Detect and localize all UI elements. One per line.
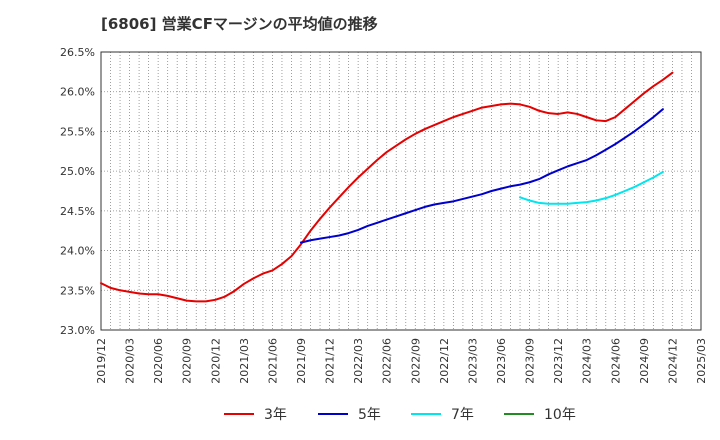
x-tick-label: 2023/06 — [495, 338, 508, 384]
y-tick-label: 26.0% — [60, 86, 95, 99]
x-tick-label: 2021/12 — [324, 338, 337, 384]
legend-label: 10年 — [544, 407, 576, 423]
plot-border — [100, 51, 702, 331]
x-tick-label: 2021/03 — [238, 338, 251, 384]
y-tick-label: 26.5% — [60, 46, 95, 59]
series-line-7年 — [519, 170, 664, 205]
x-tick-label: 2020/09 — [181, 338, 194, 384]
x-tick-label: 2021/06 — [266, 338, 279, 384]
legend-label: 7年 — [451, 407, 474, 423]
x-tick-label: 2020/03 — [124, 338, 137, 384]
x-tick-label: 2024/03 — [581, 338, 594, 384]
x-tick-label: 2025/03 — [695, 338, 708, 384]
y-tick-label: 23.0% — [60, 324, 95, 337]
x-tick-label: 2022/06 — [381, 338, 394, 384]
legend-label: 3年 — [264, 407, 287, 423]
series-line-3年 — [100, 71, 674, 303]
x-tick-label: 2023/12 — [552, 338, 565, 384]
plot-area — [101, 52, 701, 330]
x-tick-label: 2022/12 — [438, 338, 451, 384]
x-tick-label: 2024/09 — [638, 338, 651, 384]
legend-label: 5年 — [358, 407, 381, 423]
y-tick-label: 25.5% — [60, 125, 95, 138]
x-tick-label: 2019/12 — [95, 338, 108, 384]
x-tick-label: 2024/12 — [666, 338, 679, 384]
series-line-5年 — [300, 108, 664, 244]
chart-title: [6806] 営業CFマージンの平均値の推移 — [101, 15, 378, 33]
x-tick-label: 2022/03 — [352, 338, 365, 384]
x-tick-label: 2021/09 — [295, 338, 308, 384]
x-tick-label: 2022/09 — [409, 338, 422, 384]
y-tick-label: 24.5% — [60, 205, 95, 218]
x-tick-label: 2020/06 — [152, 338, 165, 384]
y-tick-label: 23.5% — [60, 284, 95, 297]
y-tick-label: 24.0% — [60, 245, 95, 258]
x-tick-label: 2023/03 — [466, 338, 479, 384]
x-tick-label: 2023/09 — [524, 338, 537, 384]
y-tick-label: 25.0% — [60, 165, 95, 178]
x-tick-label: 2020/12 — [209, 338, 222, 384]
x-tick-label: 2024/06 — [609, 338, 622, 384]
